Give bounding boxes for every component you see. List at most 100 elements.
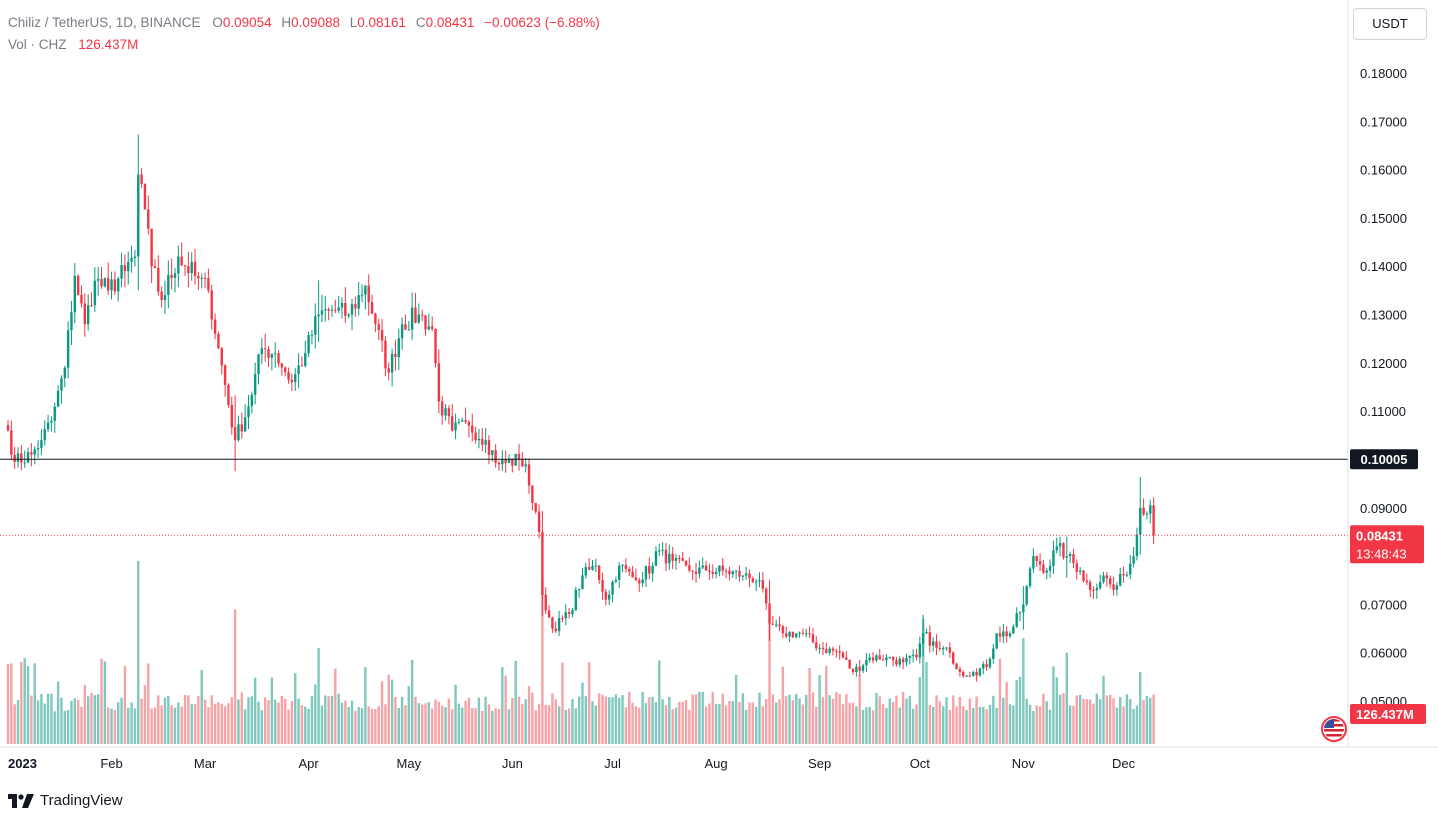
volume-bar xyxy=(531,692,534,744)
volume-bar xyxy=(290,701,294,744)
candle xyxy=(958,666,962,677)
volume-bar xyxy=(213,703,217,744)
volume-bars xyxy=(6,560,1155,744)
candle xyxy=(451,403,454,432)
volume-bar xyxy=(1115,707,1119,744)
tradingview-branding[interactable]: TradingView xyxy=(8,792,123,809)
candle xyxy=(527,458,531,494)
candle xyxy=(591,559,594,571)
us-flag-icon[interactable] xyxy=(1321,716,1347,742)
candle xyxy=(1082,569,1085,583)
volume-bar xyxy=(387,674,390,744)
candle xyxy=(718,565,721,577)
volume-bar xyxy=(250,696,254,744)
candle xyxy=(277,350,280,367)
volume-bar xyxy=(768,623,771,744)
candle xyxy=(284,366,287,377)
volume-bar xyxy=(30,695,33,744)
candle xyxy=(464,407,467,424)
volume-bar xyxy=(304,706,307,744)
volume-bar xyxy=(243,709,247,744)
price-tag: 0.08431 13:48:43 xyxy=(1350,525,1424,564)
candle xyxy=(621,564,624,573)
candle xyxy=(704,560,708,571)
volume-bar xyxy=(123,665,127,744)
candle xyxy=(66,321,70,379)
candle xyxy=(1085,573,1089,586)
volume-bar xyxy=(788,694,791,744)
y-tick-label: 0.18000 xyxy=(1360,66,1407,81)
candle xyxy=(1048,559,1052,578)
volume-bar xyxy=(688,709,691,744)
candle xyxy=(1102,571,1105,584)
candle xyxy=(664,543,668,572)
low-value: 0.08161 xyxy=(357,15,407,30)
candle xyxy=(340,297,344,319)
price-axis: 0.18000 0.17000 0.16000 0.15000 0.14000 0.130… xyxy=(1360,66,1407,709)
candle xyxy=(898,656,901,668)
volume-bar xyxy=(648,697,651,744)
candle xyxy=(871,652,875,664)
volume-bar xyxy=(982,706,985,744)
volume-bar xyxy=(785,696,788,744)
volume-bar xyxy=(731,701,734,744)
candle xyxy=(517,443,521,471)
close-label: C xyxy=(415,15,426,30)
volume-bar xyxy=(1129,699,1132,744)
volume-bar xyxy=(858,675,861,744)
candle xyxy=(851,668,855,675)
candle xyxy=(534,502,537,514)
volume-bar xyxy=(297,698,300,744)
candle xyxy=(1005,626,1008,643)
volume-bar xyxy=(1082,699,1085,744)
candle xyxy=(574,586,577,612)
candle xyxy=(107,262,110,295)
candle xyxy=(1065,536,1068,578)
candle xyxy=(714,567,718,579)
candle xyxy=(928,625,932,653)
candle xyxy=(494,444,497,468)
volume-bar xyxy=(93,695,97,744)
candle xyxy=(1115,582,1119,596)
volume-bar xyxy=(1112,698,1115,744)
candle xyxy=(1139,477,1142,555)
volume-bar xyxy=(26,665,30,744)
candle xyxy=(651,562,654,582)
volume-label[interactable]: Vol · CHZ xyxy=(8,37,67,52)
volume-bar xyxy=(511,697,514,744)
candle xyxy=(1015,607,1018,628)
x-tick-label: Aug xyxy=(705,756,728,771)
candle xyxy=(587,557,591,571)
volume-bar xyxy=(16,700,20,744)
volume-bar xyxy=(818,675,821,744)
candle xyxy=(370,294,374,314)
currency-button[interactable]: USDT xyxy=(1353,8,1427,40)
level-tag[interactable]: 0.10005 xyxy=(1350,449,1418,470)
volume-bar xyxy=(972,707,975,744)
volume-bar xyxy=(494,708,497,744)
symbol-title[interactable]: Chiliz / TetherUS, 1D, BINANCE xyxy=(8,15,201,30)
candle xyxy=(56,385,60,408)
tradingview-logo-icon xyxy=(8,793,34,808)
volume-bar xyxy=(471,708,474,744)
candle xyxy=(1145,511,1149,520)
candle xyxy=(908,655,911,665)
candle xyxy=(1042,560,1045,575)
volume-bar xyxy=(754,706,758,744)
volume-bar xyxy=(487,704,491,744)
y-tick-label: 0.15000 xyxy=(1360,211,1407,226)
volume-bar xyxy=(13,704,16,744)
candle xyxy=(150,228,153,284)
volume-bar xyxy=(521,704,524,744)
volume-bar xyxy=(160,705,163,744)
candle xyxy=(661,542,664,556)
candle xyxy=(404,314,407,330)
candle xyxy=(1149,499,1152,524)
volume-bar xyxy=(314,684,317,744)
candle xyxy=(471,413,474,442)
candle xyxy=(544,587,547,615)
candle xyxy=(183,264,187,276)
volume-bar xyxy=(207,707,210,744)
y-tick-label: 0.07000 xyxy=(1360,597,1407,612)
